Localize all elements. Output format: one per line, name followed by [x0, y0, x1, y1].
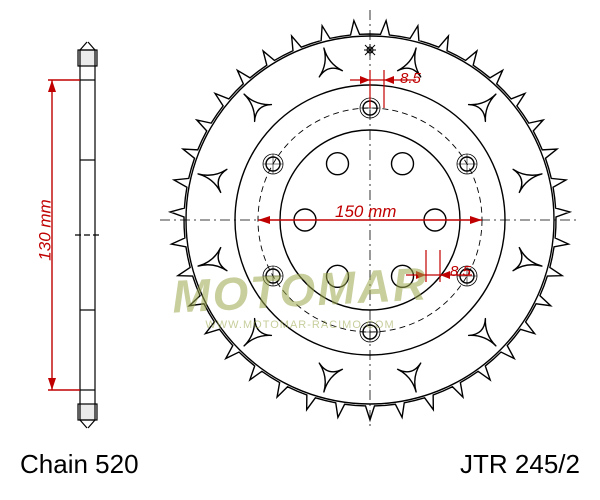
part-label: JTR 245/2: [460, 449, 580, 480]
chain-label: Chain 520: [20, 449, 139, 480]
outer-diameter-label: 130 mm: [36, 199, 56, 260]
bolt-hole-label-top: 8.5: [400, 70, 421, 87]
bolt-circle-label: 150 mm: [335, 202, 396, 222]
bolt-hole-label-bottom: 8.5: [450, 263, 471, 280]
diagram-canvas: 130 mm: [0, 0, 600, 500]
